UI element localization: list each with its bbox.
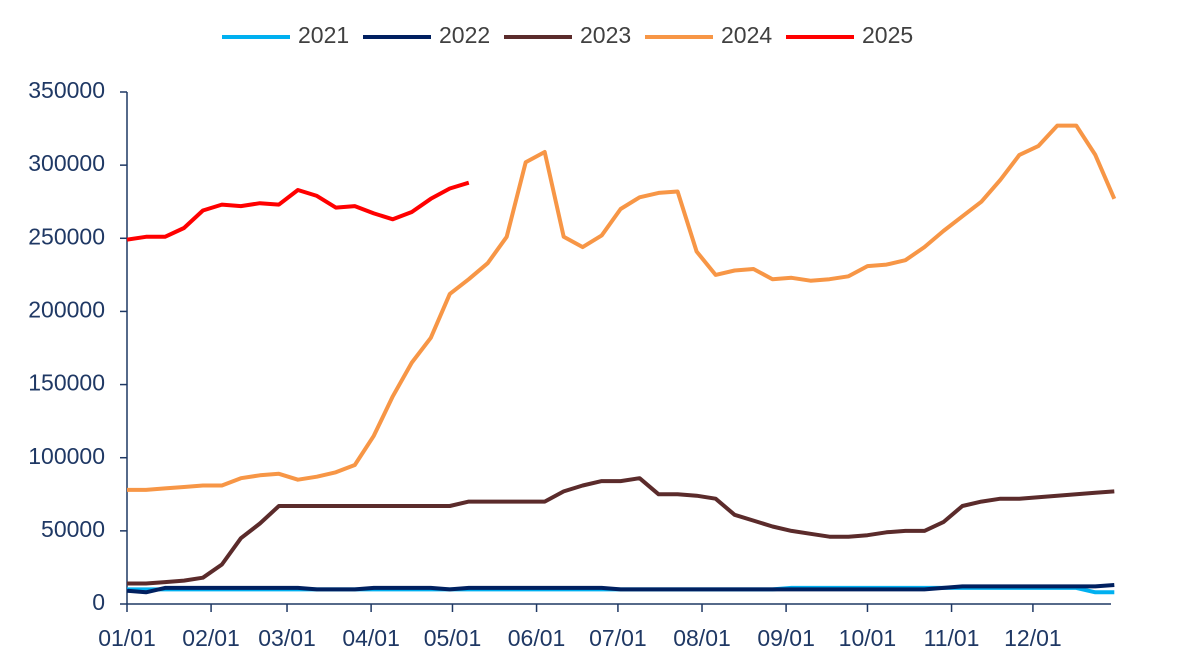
x-tick-label: 04/01 bbox=[342, 625, 400, 651]
series-line bbox=[127, 123, 1117, 492]
y-tick-label: 0 bbox=[92, 589, 105, 615]
y-tick-label: 300000 bbox=[28, 150, 105, 176]
legend-label: 2021 bbox=[298, 22, 349, 48]
y-tick-label: 100000 bbox=[28, 443, 105, 469]
x-tick-label: 10/01 bbox=[839, 625, 897, 651]
y-tick-label: 50000 bbox=[41, 516, 105, 542]
x-tick-label: 12/01 bbox=[1004, 625, 1062, 651]
y-tick-label: 200000 bbox=[28, 297, 105, 323]
legend-label: 2025 bbox=[862, 22, 913, 48]
x-tick-label: 02/01 bbox=[182, 625, 240, 651]
x-tick-label: 06/01 bbox=[508, 625, 566, 651]
legend-label: 2022 bbox=[439, 22, 490, 48]
series-line bbox=[126, 180, 470, 242]
x-tick-label: 01/01 bbox=[98, 625, 156, 651]
legend-label: 2023 bbox=[580, 22, 631, 48]
series-line bbox=[127, 476, 1115, 586]
y-tick-label: 150000 bbox=[28, 370, 105, 396]
x-tick-label: 03/01 bbox=[258, 625, 316, 651]
series-line bbox=[126, 583, 1115, 595]
x-tick-label: 08/01 bbox=[673, 625, 731, 651]
x-tick-label: 11/01 bbox=[924, 625, 980, 651]
y-tick-label: 250000 bbox=[28, 223, 105, 249]
x-tick-label: 05/01 bbox=[424, 625, 482, 651]
legend-label: 2024 bbox=[721, 22, 772, 48]
x-tick-label: 07/01 bbox=[589, 625, 647, 651]
y-tick-label: 350000 bbox=[28, 77, 105, 103]
x-tick-label: 09/01 bbox=[757, 625, 815, 651]
